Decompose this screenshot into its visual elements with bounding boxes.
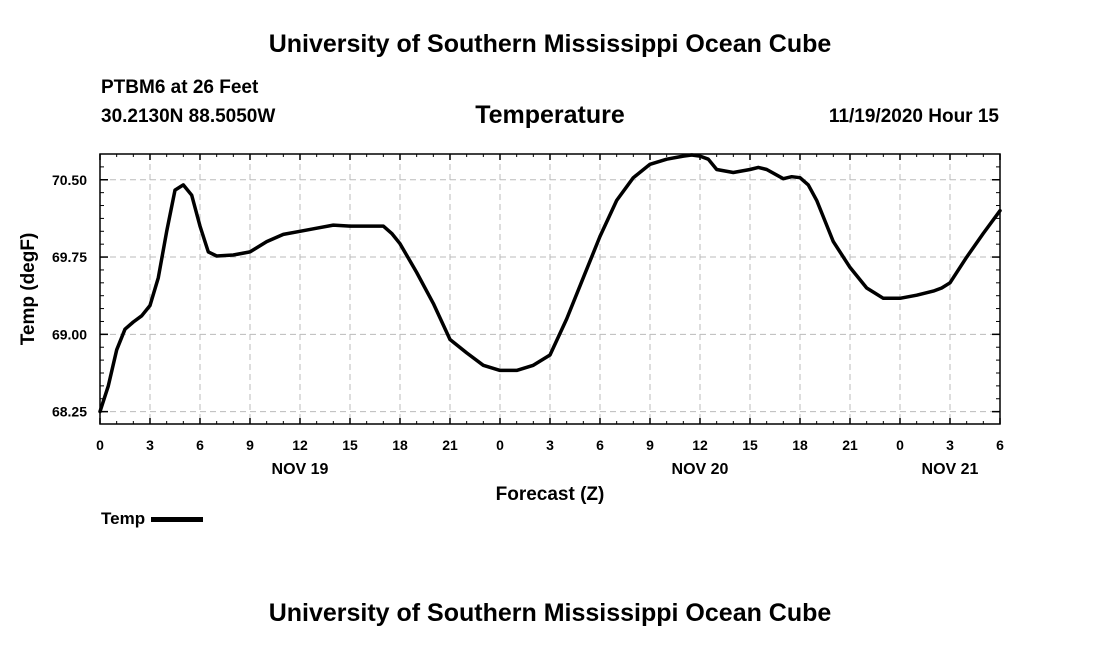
x-tick-label: 9 [246, 437, 254, 453]
x-axis-label: Forecast (Z) [496, 484, 605, 505]
x-tick-label: 6 [596, 437, 604, 453]
day-label: NOV 20 [672, 461, 729, 478]
x-tick-label: 21 [842, 437, 858, 453]
y-tick-label: 68.25 [52, 404, 87, 420]
y-tick-label: 70.50 [52, 172, 87, 188]
temp-series-line [98, 153, 1002, 414]
x-tick-label: 0 [496, 437, 504, 453]
x-tick-label: 0 [896, 437, 904, 453]
x-tick-label: 6 [196, 437, 204, 453]
x-tick-label: 0 [96, 437, 104, 453]
x-tick-label: 15 [742, 437, 758, 453]
x-tick-label: 6 [996, 437, 1004, 453]
legend: Temp [101, 509, 204, 529]
grid-lines [100, 154, 1000, 424]
header-title: University of Southern Mississippi Ocean… [268, 30, 832, 58]
y-tick-label: 69.00 [52, 326, 87, 342]
x-tick-label: 18 [392, 437, 408, 453]
x-tick-label: 12 [292, 437, 308, 453]
x-tick-label: 21 [442, 437, 458, 453]
y-tick-label: 69.75 [52, 249, 87, 265]
day-label: NOV 19 [272, 461, 329, 478]
legend-label: Temp [101, 509, 146, 528]
x-tick-label: 3 [546, 437, 554, 453]
x-tick-label: 12 [692, 437, 708, 453]
x-tick-label: 18 [792, 437, 808, 453]
tick-labels: 0 3 6 9 12 15 18 21 0 3 6 9 12 15 18 21 0 3 6 NOV 19 NOV 20 N… [52, 172, 1004, 478]
x-tick-label: 3 [946, 437, 954, 453]
x-tick-label: 9 [646, 437, 654, 453]
coordinates-label: 30.2130N 88.5050W [101, 106, 276, 127]
day-label: NOV 21 [922, 461, 979, 478]
footer-title: University of Southern Mississippi Ocean… [268, 599, 832, 627]
chart-title: Temperature [475, 101, 625, 129]
x-tick-label: 15 [342, 437, 358, 453]
legend-swatch [151, 517, 204, 523]
x-tick-label: 3 [146, 437, 154, 453]
plot-frame [99, 153, 1001, 425]
y-axis-label: Temp (degF) [18, 233, 39, 346]
station-label: PTBM6 at 26 Feet [101, 77, 259, 98]
forecast-datetime: 11/19/2020 Hour 15 [828, 106, 999, 127]
